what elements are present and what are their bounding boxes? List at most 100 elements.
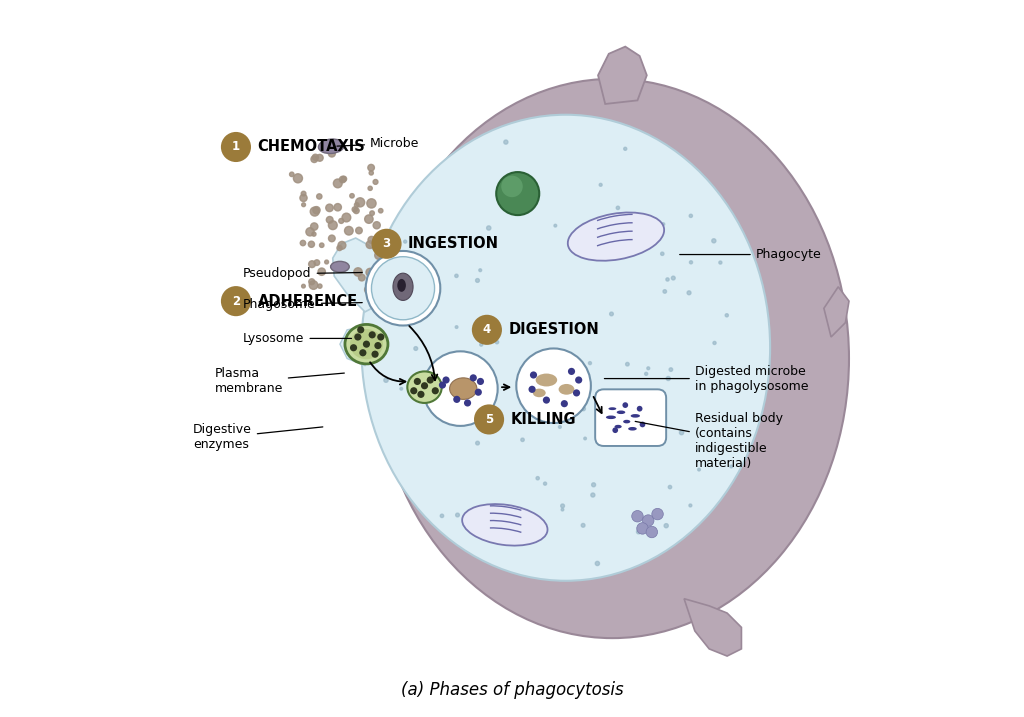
Text: Phagocyte: Phagocyte bbox=[680, 248, 821, 261]
Circle shape bbox=[616, 206, 620, 209]
Ellipse shape bbox=[608, 407, 616, 410]
Circle shape bbox=[472, 315, 502, 345]
Ellipse shape bbox=[393, 273, 413, 300]
Circle shape bbox=[294, 174, 302, 183]
Circle shape bbox=[350, 194, 354, 198]
Circle shape bbox=[609, 312, 613, 315]
Circle shape bbox=[329, 150, 335, 157]
Circle shape bbox=[366, 268, 374, 276]
Ellipse shape bbox=[408, 371, 441, 403]
Circle shape bbox=[290, 172, 294, 176]
Circle shape bbox=[584, 437, 587, 440]
Circle shape bbox=[421, 382, 428, 389]
Circle shape bbox=[632, 511, 643, 522]
Circle shape bbox=[672, 276, 675, 280]
Circle shape bbox=[367, 199, 376, 208]
Circle shape bbox=[316, 154, 324, 161]
Circle shape bbox=[354, 333, 361, 341]
Circle shape bbox=[496, 341, 499, 344]
Circle shape bbox=[725, 314, 728, 317]
Circle shape bbox=[423, 351, 498, 426]
Circle shape bbox=[403, 240, 407, 243]
Circle shape bbox=[689, 504, 692, 507]
Circle shape bbox=[680, 430, 684, 435]
Circle shape bbox=[624, 147, 627, 151]
Circle shape bbox=[501, 176, 523, 197]
Text: Lysosome: Lysosome bbox=[243, 332, 351, 345]
Text: (a) Phases of phagocytosis: (a) Phases of phagocytosis bbox=[400, 680, 624, 699]
Circle shape bbox=[327, 217, 333, 223]
Ellipse shape bbox=[532, 389, 546, 397]
Circle shape bbox=[414, 378, 421, 385]
Circle shape bbox=[317, 284, 322, 288]
Circle shape bbox=[432, 387, 439, 394]
Circle shape bbox=[644, 244, 647, 247]
Circle shape bbox=[712, 239, 716, 243]
Circle shape bbox=[312, 154, 318, 161]
Circle shape bbox=[339, 219, 344, 224]
Text: ADHERENCE: ADHERENCE bbox=[257, 294, 357, 308]
Circle shape bbox=[301, 191, 306, 196]
Text: Pseudopod: Pseudopod bbox=[243, 267, 362, 280]
Circle shape bbox=[669, 485, 672, 489]
Circle shape bbox=[309, 281, 317, 290]
Text: Digestive
enzymes: Digestive enzymes bbox=[193, 423, 323, 452]
Circle shape bbox=[561, 400, 568, 407]
Circle shape bbox=[316, 194, 322, 199]
Circle shape bbox=[544, 482, 547, 485]
Circle shape bbox=[561, 508, 564, 511]
Circle shape bbox=[713, 341, 716, 344]
Circle shape bbox=[479, 269, 481, 272]
Ellipse shape bbox=[631, 414, 640, 417]
Ellipse shape bbox=[616, 410, 626, 414]
Circle shape bbox=[384, 378, 388, 382]
Circle shape bbox=[373, 179, 378, 184]
Text: Microbe: Microbe bbox=[337, 137, 420, 150]
Circle shape bbox=[354, 203, 359, 207]
Circle shape bbox=[302, 203, 305, 206]
Circle shape bbox=[589, 361, 592, 365]
Circle shape bbox=[336, 263, 343, 271]
Circle shape bbox=[365, 215, 373, 223]
Circle shape bbox=[359, 349, 367, 356]
Circle shape bbox=[464, 399, 471, 407]
Circle shape bbox=[663, 290, 667, 293]
Circle shape bbox=[476, 441, 479, 445]
Text: Plasma
membrane: Plasma membrane bbox=[214, 367, 344, 396]
Circle shape bbox=[300, 240, 305, 246]
Circle shape bbox=[357, 326, 365, 333]
Text: 3: 3 bbox=[382, 237, 390, 250]
Circle shape bbox=[339, 176, 346, 183]
Polygon shape bbox=[598, 47, 647, 104]
Circle shape bbox=[418, 391, 425, 398]
Circle shape bbox=[334, 204, 341, 211]
Circle shape bbox=[341, 176, 346, 181]
Circle shape bbox=[536, 477, 540, 480]
Circle shape bbox=[623, 402, 628, 408]
Ellipse shape bbox=[606, 416, 616, 419]
Circle shape bbox=[666, 278, 669, 281]
Circle shape bbox=[365, 285, 373, 294]
Circle shape bbox=[626, 362, 629, 366]
Polygon shape bbox=[340, 326, 376, 366]
Circle shape bbox=[310, 207, 319, 216]
Circle shape bbox=[540, 403, 543, 406]
Circle shape bbox=[375, 251, 383, 260]
Circle shape bbox=[611, 412, 614, 414]
Circle shape bbox=[541, 407, 545, 411]
Circle shape bbox=[528, 386, 536, 393]
Circle shape bbox=[631, 240, 635, 244]
Circle shape bbox=[595, 561, 599, 566]
Circle shape bbox=[221, 132, 251, 162]
Circle shape bbox=[334, 179, 342, 188]
Circle shape bbox=[582, 407, 586, 411]
Text: Digested microbe
in phagolysosome: Digested microbe in phagolysosome bbox=[604, 364, 808, 393]
Circle shape bbox=[300, 194, 307, 201]
Circle shape bbox=[369, 331, 376, 338]
Ellipse shape bbox=[614, 424, 622, 429]
Text: 4: 4 bbox=[482, 323, 492, 336]
Circle shape bbox=[408, 311, 410, 314]
Text: 5: 5 bbox=[485, 413, 494, 426]
Circle shape bbox=[667, 376, 671, 381]
Ellipse shape bbox=[567, 212, 665, 261]
